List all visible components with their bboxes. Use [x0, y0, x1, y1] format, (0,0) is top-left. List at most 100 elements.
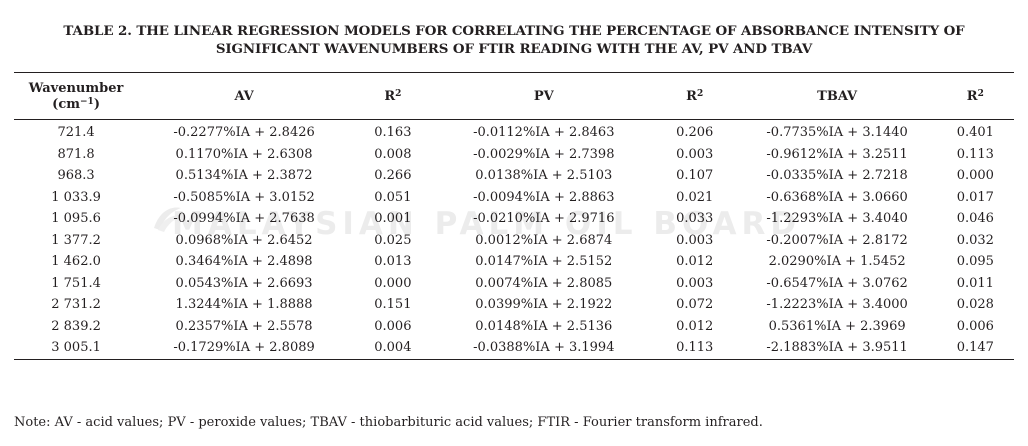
header-wavenumber: Wavenumber (cm−1) — [14, 73, 138, 120]
cell-wavenumber: 1 462.0 — [51, 254, 101, 269]
cell-r2-av: 0.006 — [374, 318, 412, 334]
cell-r2-pv: 0.021 — [676, 189, 714, 205]
cell-pv-model: 0.0012%IA + 2.6874 — [475, 232, 613, 248]
cell-pv-model: -0.0029%IA + 2.7398 — [473, 146, 615, 162]
cell-r2-tbav: 0.095 — [956, 254, 994, 269]
cell-r2-pv: 0.107 — [676, 168, 714, 183]
cell-r2-tbav: 0.401 — [956, 125, 994, 140]
table-body: 721.4 -0.2277%IA + 2.8426 0.163 -0.0112%IA … — [14, 120, 1014, 359]
unit-post: ) — [93, 97, 100, 112]
cell-r2-av: 0.008 — [374, 146, 412, 162]
table-row: 871.8 0.1170%IA + 2.6308 0.008 -0.0029%IA +… — [14, 144, 1014, 166]
cell-wavenumber: 1 095.6 — [51, 211, 101, 226]
cell-av-model: -0.5085%IA + 3.0152 — [173, 189, 315, 205]
palm-logo-icon — [154, 207, 182, 232]
cell-av-model: -0.1729%IA + 2.8089 — [173, 340, 315, 355]
cell-wavenumber: 871.8 — [57, 146, 95, 162]
cell-r2-av: 0.000 — [374, 275, 412, 291]
cell-tbav-model: -0.0335%IA + 2.7218 — [766, 168, 908, 183]
header-pv: PV — [533, 89, 554, 104]
cell-r2-av: 0.266 — [374, 168, 412, 183]
cell-av-model: -0.2277%IA + 2.8426 — [173, 125, 315, 140]
cell-r2-pv: 0.206 — [676, 125, 714, 140]
cell-r2-tbav: 0.006 — [956, 318, 994, 334]
header-av: AV — [234, 89, 254, 104]
table-row: 1 751.4 0.0543%IA + 2.6693 0.000 0.0074%IA … — [14, 273, 1014, 295]
table-row: 1 033.9 -0.5085%IA + 3.0152 0.051 -0.0094%I… — [14, 187, 1014, 209]
r2-exponent: 2 — [696, 89, 704, 99]
r2-exponent: 2 — [395, 89, 402, 99]
regression-table: Wavenumber (cm−1) AV R2 PV R2 TBAV R2 72… — [14, 72, 1014, 360]
cell-r2-av: 0.151 — [374, 297, 412, 312]
header-tbav: TBAV — [817, 89, 858, 104]
table-caption-line-1: TABLE 2. THE LINEAR REGRESSION MODELS FO… — [63, 23, 965, 39]
cell-tbav-model: -0.7735%IA + 3.1440 — [766, 125, 908, 140]
r2-exponent: 2 — [977, 89, 984, 99]
header-r2-tbav: R2 — [937, 73, 1014, 120]
table-caption: TABLE 2. THE LINEAR REGRESSION MODELS FO… — [0, 22, 1028, 58]
cell-tbav-model: -1.2223%IA + 3.4000 — [766, 297, 908, 312]
header-wavenumber-unit: (cm−1) — [18, 97, 134, 113]
table-row: 3 005.1 -0.1729%IA + 2.8089 0.004 -0.0388%I… — [14, 337, 1014, 359]
cell-tbav-model: -0.2007%IA + 2.8172 — [766, 232, 908, 248]
cell-r2-av: 0.051 — [374, 189, 412, 205]
cell-r2-tbav: 0.113 — [956, 146, 994, 162]
cell-pv-model: -0.0210%IA + 2.9716 — [473, 211, 615, 226]
table-note: Note: AV - acid values; PV - peroxide va… — [14, 415, 763, 430]
cell-av-model: 0.5134%IA + 2.3872 — [175, 168, 313, 183]
cell-av-model: 1.3244%IA + 1.8888 — [175, 297, 313, 312]
cell-r2-tbav: 0.017 — [956, 189, 994, 205]
r2-base: R — [686, 89, 697, 104]
unit-exponent: −1 — [80, 97, 94, 107]
cell-pv-model: 0.0148%IA + 2.5136 — [475, 318, 613, 334]
cell-r2-av: 0.163 — [374, 125, 412, 140]
cell-r2-tbav: 0.032 — [956, 232, 994, 248]
cell-r2-pv: 0.033 — [676, 211, 714, 226]
cell-wavenumber: 1 033.9 — [51, 189, 101, 205]
cell-r2-pv: 0.113 — [676, 340, 714, 355]
table-row: 1 462.0 0.3464%IA + 2.4898 0.013 0.0147%IA … — [14, 251, 1014, 273]
cell-tbav-model: -0.6368%IA + 3.0660 — [766, 189, 908, 205]
cell-pv-model: -0.0094%IA + 2.8863 — [473, 189, 615, 205]
cell-tbav-model: -2.1883%IA + 3.9511 — [766, 340, 908, 355]
cell-r2-tbav: 0.147 — [956, 340, 994, 355]
cell-pv-model: 0.0074%IA + 2.8085 — [475, 275, 613, 291]
table-row: 1 377.2 0.0968%IA + 2.6452 0.025 0.0012%IA … — [14, 230, 1014, 252]
table-row: 968.3 0.5134%IA + 2.3872 0.266 0.0138%IA + … — [14, 165, 1014, 187]
r2-base: R — [966, 89, 978, 104]
header-wavenumber-label: Wavenumber — [28, 81, 124, 96]
cell-pv-model: 0.0147%IA + 2.5152 — [475, 254, 613, 269]
cell-wavenumber: 1 751.4 — [51, 275, 101, 291]
cell-r2-tbav: 0.028 — [956, 297, 994, 312]
header-r2-pv: R2 — [652, 73, 738, 120]
cell-wavenumber: 1 377.2 — [51, 232, 101, 248]
cell-av-model: 0.2357%IA + 2.5578 — [175, 318, 313, 334]
cell-r2-pv: 0.012 — [676, 254, 714, 269]
cell-pv-model: 0.0138%IA + 2.5103 — [475, 168, 613, 183]
cell-r2-pv: 0.003 — [676, 146, 714, 162]
table-row: 1 095.6 -0.0994%IA + 2.7638 0.001 -0.0210%I… — [14, 208, 1014, 230]
unit-pre: (cm — [52, 97, 80, 112]
cell-wavenumber: 3 005.1 — [51, 340, 101, 355]
cell-av-model: 0.0543%IA + 2.6693 — [175, 275, 313, 291]
cell-r2-av: 0.001 — [374, 211, 412, 226]
cell-wavenumber: 968.3 — [57, 168, 95, 183]
table-row: 721.4 -0.2277%IA + 2.8426 0.163 -0.0112%IA … — [14, 120, 1014, 144]
cell-pv-model: 0.0399%IA + 2.1922 — [475, 297, 613, 312]
cell-pv-model: -0.0112%IA + 2.8463 — [473, 125, 615, 140]
cell-wavenumber: 2 731.2 — [51, 297, 101, 312]
cell-r2-tbav: 0.000 — [956, 168, 994, 183]
cell-r2-pv: 0.003 — [676, 275, 714, 291]
cell-tbav-model: -1.2293%IA + 3.4040 — [766, 211, 908, 226]
cell-wavenumber: 721.4 — [57, 125, 95, 140]
cell-r2-av: 0.025 — [374, 232, 412, 248]
table-caption-line-2: SIGNIFICANT WAVENUMBERS OF FTIR READING … — [215, 41, 813, 57]
cell-wavenumber: 2 839.2 — [51, 318, 101, 334]
cell-tbav-model: 0.5361%IA + 2.3969 — [768, 318, 906, 334]
cell-r2-av: 0.013 — [374, 254, 412, 269]
table-row: 2 839.2 0.2357%IA + 2.5578 0.006 0.0148%IA … — [14, 316, 1014, 338]
r2-base: R — [384, 89, 396, 104]
cell-av-model: 0.1170%IA + 2.6308 — [175, 146, 313, 162]
cell-tbav-model: -0.9612%IA + 3.2511 — [766, 146, 908, 162]
cell-tbav-model: 2.0290%IA + 1.5452 — [768, 254, 906, 269]
